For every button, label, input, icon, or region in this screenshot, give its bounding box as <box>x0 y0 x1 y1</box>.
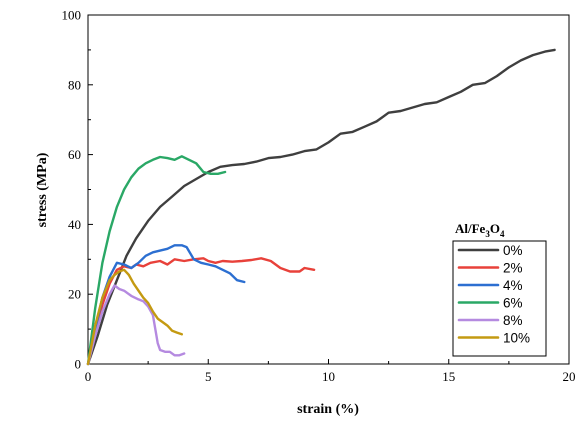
series-line-0-pct <box>86 48 556 366</box>
series-line-2-pct <box>86 257 316 366</box>
series-line-10-pct <box>86 268 184 366</box>
legend-title-sub-2: 4 <box>500 229 505 239</box>
y-tick-label: 100 <box>62 8 82 23</box>
series-line-8-pct <box>86 284 186 366</box>
legend-box <box>452 240 547 357</box>
y-tick-label: 60 <box>68 147 81 162</box>
legend-label-8-pct: 8% <box>503 313 523 328</box>
data-series <box>86 48 556 366</box>
x-axis-title: strain (%) <box>297 402 359 417</box>
y-tick-label: 20 <box>68 287 81 302</box>
legend-label-2-pct: 2% <box>503 261 523 276</box>
y-tick-label: 40 <box>68 217 81 232</box>
x-tick-label: 20 <box>563 369 575 384</box>
x-tick-label: 0 <box>85 369 92 384</box>
series-line-4-pct <box>86 244 246 366</box>
legend-label-10-pct: 10% <box>503 331 530 346</box>
legend-label-0-pct: 0% <box>503 243 523 258</box>
legend-title: Al/Fe3O4 <box>455 221 505 239</box>
y-tick-label: 80 <box>68 77 81 92</box>
series-line-6-pct <box>86 155 227 366</box>
legend-items: 0% 2% 4% 6% 8% 10% <box>457 243 530 346</box>
x-tick-label: 5 <box>205 369 212 384</box>
x-tick-label: 10 <box>322 369 335 384</box>
legend-label-6-pct: 6% <box>503 296 523 311</box>
legend-title-sub-1: 3 <box>485 229 490 239</box>
y-axis-title: stress (MPa) <box>35 152 50 227</box>
legend-title-main: Al/Fe <box>455 221 486 236</box>
legend: Al/Fe3O4 0% 2% 4% 6% 8% 10% <box>452 221 547 357</box>
legend-label-4-pct: 4% <box>503 278 523 293</box>
y-tick-label: 0 <box>75 357 82 372</box>
axis-ticks: 0 5 10 15 20 0 20 40 60 80 100 <box>62 8 575 385</box>
x-tick-label: 15 <box>442 369 455 384</box>
legend-title-mid: O <box>490 221 500 236</box>
